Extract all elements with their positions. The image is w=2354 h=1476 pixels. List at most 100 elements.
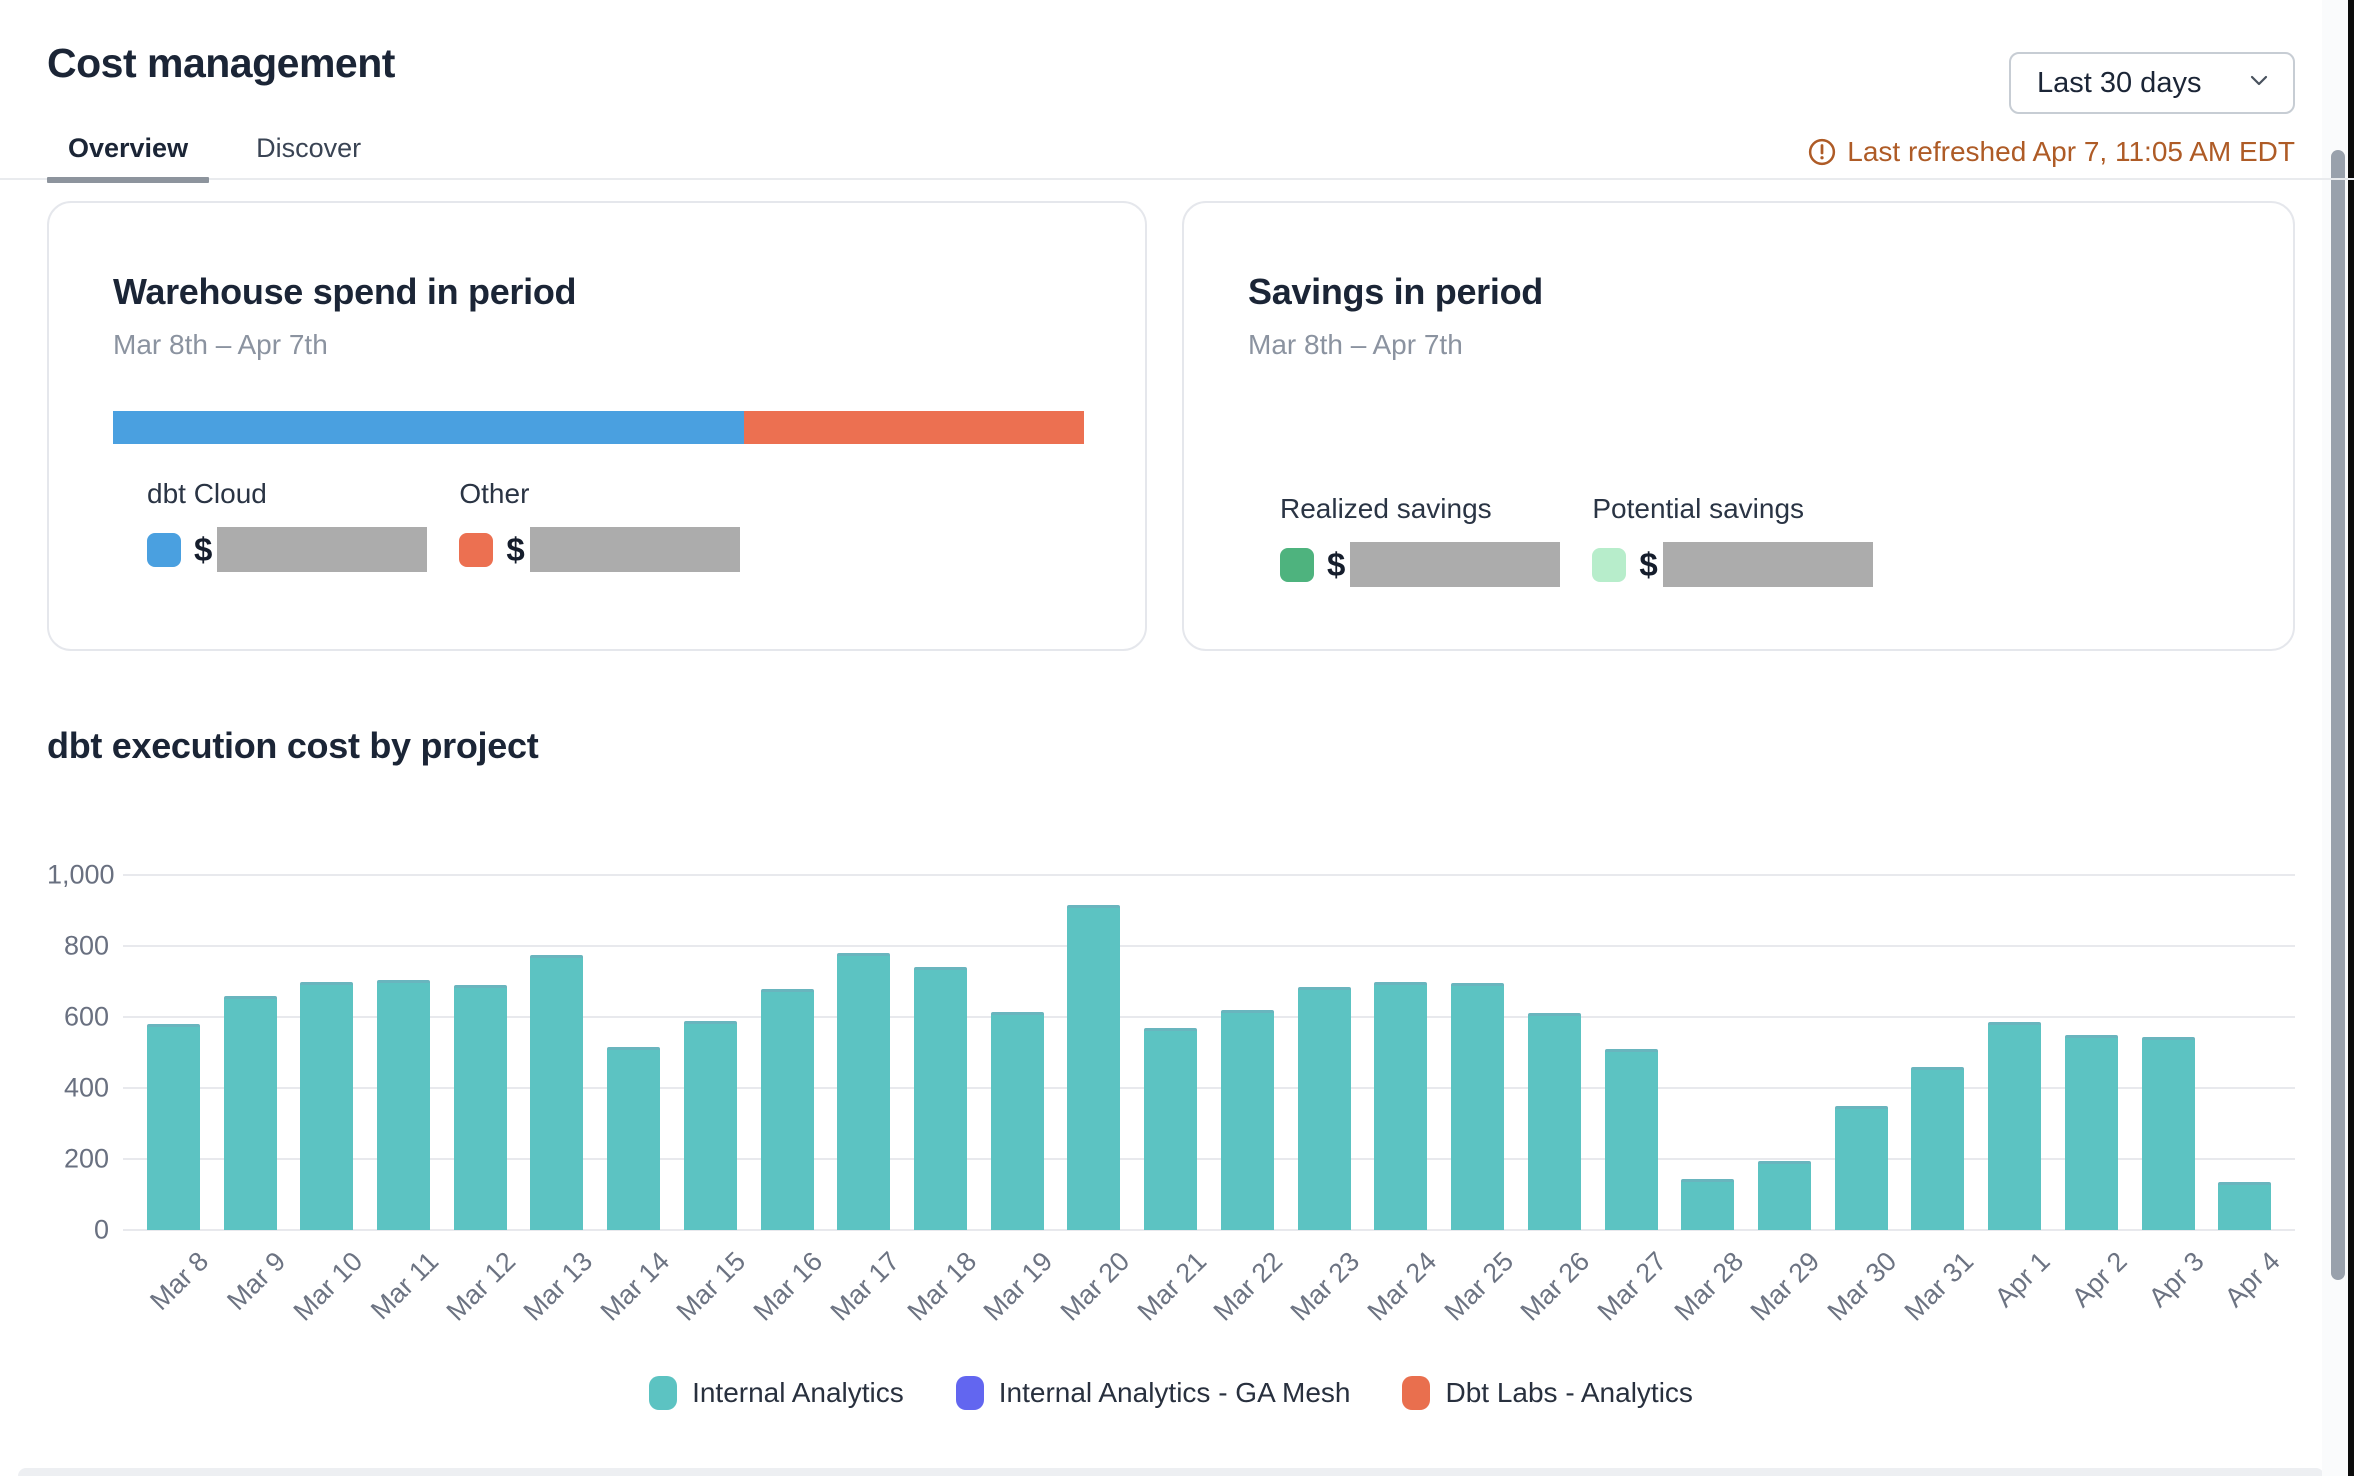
x-slot: Mar 14 [594,1230,675,1338]
bar-mar-18[interactable] [914,967,968,1230]
chart-legend-swatch-internal-analytics-ga-mesh [955,1376,984,1410]
x-axis-label: Mar 9 [221,1246,292,1317]
legend-item-realized-savings: Realized savings $ [1280,493,1561,587]
bar-mar-22[interactable] [1220,1009,1274,1230]
last-refreshed-status: Last refreshed Apr 7, 11:05 AM EDT [1807,136,2295,168]
x-slot: Mar 15 [670,1230,752,1338]
bar-apr-1[interactable] [1988,1022,2042,1230]
warehouse-spend-card: Warehouse spend in period Mar 8th – Apr … [47,201,1147,651]
x-axis-label: Mar 10 [287,1246,369,1327]
y-axis-label: 1,000 [47,859,115,890]
chart-plot: 0 200 400 600 800 1,000 Mar 8 Mar 9 Mar 10 Mar 1… [47,860,2295,1338]
x-slot: Mar 8 [135,1230,215,1338]
chart-legend-item-dbt-labs-analytics[interactable]: Dbt Labs - Analytics [1402,1376,1693,1410]
x-slot: Apr 1 [1976,1230,2056,1338]
bar-slot [1209,875,1286,1230]
bar-mar-14[interactable] [607,1047,661,1230]
window-edge [2348,0,2354,1476]
bar-mar-23[interactable] [1297,986,1351,1230]
x-slot: Mar 12 [441,1230,522,1338]
bar-slot [1823,875,1900,1230]
gridline-400 [123,1087,2295,1089]
date-range-select[interactable]: Last 30 days [2009,52,2295,114]
legend-item-label: Realized savings [1280,493,1492,524]
alert-circle-icon [1807,137,1837,167]
bar-slot [1746,875,1823,1230]
savings-legend: Realized savings $ Potential savings $ [1280,493,2229,587]
tabs-divider [0,178,2354,180]
currency-symbol: $ [506,530,525,568]
x-axis-label: Apr 1 [1988,1246,2056,1313]
bar-mar-9[interactable] [223,995,277,1230]
chart-legend-swatch-internal-analytics [649,1376,678,1410]
chart-legend-label: Internal Analytics [692,1377,904,1408]
bar-mar-12[interactable] [453,985,507,1230]
currency-symbol: $ [194,530,213,568]
x-axis-label: Mar 28 [1668,1246,1749,1327]
currency-symbol: $ [1639,545,1658,583]
x-axis-label: Mar 24 [1361,1246,1443,1327]
y-axis-label: 200 [63,1143,109,1174]
x-axis-label: Mar 11 [365,1246,445,1326]
chart-x-axis-labels: Mar 8 Mar 9 Mar 10 Mar 11 Mar 12 Mar 13 Mar 14… [123,1230,2295,1338]
x-axis-label: Mar 29 [1745,1246,1826,1327]
tab-discover[interactable]: Discover [256,133,362,163]
page-title: Cost management [47,40,395,86]
bar-mar-30[interactable] [1834,1105,1888,1230]
chart-legend-item-internal-analytics-ga-mesh[interactable]: Internal Analytics - GA Mesh [955,1376,1351,1410]
x-axis-label: Mar 26 [1514,1246,1596,1327]
x-slot: Mar 28 [1668,1230,1749,1338]
chart-legend-item-internal-analytics[interactable]: Internal Analytics [649,1376,904,1410]
vertical-scrollbar-thumb[interactable] [2331,150,2345,1280]
bar-mar-15[interactable] [683,1020,737,1230]
bar-mar-27[interactable] [1604,1048,1658,1230]
legend-swatch-potential-savings [1592,547,1627,582]
x-axis-label: Mar 23 [1284,1246,1366,1327]
bar-mar-16[interactable] [760,988,814,1230]
bar-slot [1056,875,1133,1230]
bar-mar-31[interactable] [1911,1066,1965,1230]
x-slot: Mar 30 [1822,1230,1903,1338]
bar-slot [212,875,289,1230]
x-axis-label: Mar 15 [670,1246,752,1327]
summary-cards-row: Warehouse spend in period Mar 8th – Apr … [47,201,2295,651]
x-axis-label: Mar 16 [747,1246,829,1327]
legend-item-potential-savings: Potential savings $ [1592,493,1873,587]
bar-mar-24[interactable] [1374,981,1428,1230]
legend-item-other: Other $ [459,478,740,572]
bar-apr-4[interactable] [2218,1182,2272,1230]
bar-mar-19[interactable] [990,1011,1044,1230]
bar-slot [2206,875,2283,1230]
bar-mar-26[interactable] [1527,1013,1581,1230]
bar-mar-8[interactable] [146,1024,200,1230]
bar-mar-20[interactable] [1067,905,1121,1230]
redacted-value [1350,542,1561,587]
x-slot: Mar 17 [824,1230,905,1338]
bar-mar-10[interactable] [300,981,354,1230]
bar-apr-2[interactable] [2064,1034,2118,1230]
bar-slot [1363,875,1440,1230]
spend-segment-dbt-cloud [113,411,745,444]
bar-mar-29[interactable] [1757,1160,1811,1230]
x-slot: Mar 16 [747,1230,829,1338]
x-slot: Mar 29 [1745,1230,1826,1338]
bar-slot [825,875,902,1230]
bar-apr-3[interactable] [2141,1036,2195,1230]
warehouse-spend-stacked-bar [113,411,1084,444]
gridline-800 [123,945,2295,947]
warehouse-card-date-range: Mar 8th – Apr 7th [113,329,328,360]
bar-mar-21[interactable] [1144,1027,1198,1230]
bar-mar-17[interactable] [837,953,891,1230]
tab-overview[interactable]: Overview [47,133,210,183]
chart-grid: 0 200 400 600 800 1,000 [47,860,2295,1245]
x-slot: Mar 26 [1514,1230,1596,1338]
x-slot: Mar 25 [1438,1230,1519,1338]
bar-mar-11[interactable] [377,979,431,1230]
chart-legend-label: Internal Analytics - GA Mesh [998,1377,1351,1408]
x-axis-label: Mar 19 [977,1246,1059,1327]
bar-mar-13[interactable] [530,954,584,1230]
x-axis-label: Mar 18 [901,1246,982,1327]
bar-mar-28[interactable] [1681,1178,1735,1230]
bar-mar-25[interactable] [1451,983,1505,1230]
